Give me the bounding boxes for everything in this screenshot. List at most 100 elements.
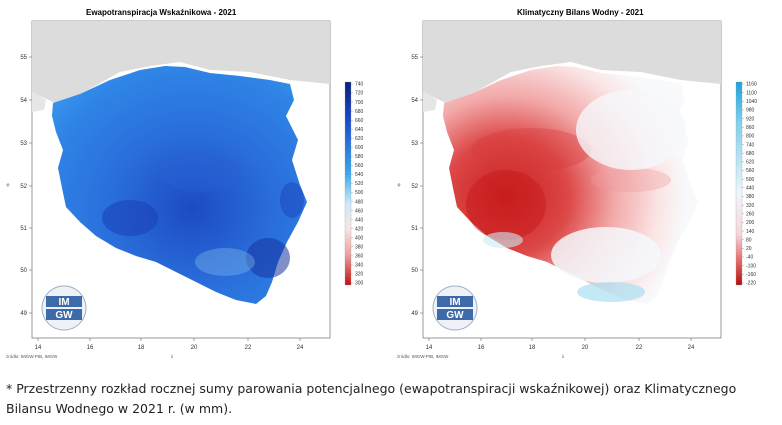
colorbar-tick-label: 640: [355, 127, 364, 133]
deficit-band-east: [591, 168, 671, 192]
high-et-region-west: [102, 200, 158, 236]
low-et-region-south: [195, 248, 255, 276]
x-axis: 14 16 18 20 22 24 λ: [426, 338, 695, 359]
figure-caption: * Przestrzenny rozkład rocznej sumy paro…: [6, 381, 737, 416]
colorbar-tick-label: 520: [355, 181, 364, 187]
colorbar-tick-label: 480: [355, 199, 364, 205]
colorbar-tick-label: 560: [355, 163, 364, 169]
colorbar-tick-label: 560: [746, 168, 755, 174]
neighbour-land-west: [423, 92, 437, 112]
x-tick-label: 20: [582, 345, 589, 351]
y-tick-label: 55: [20, 55, 27, 61]
x-tick-label: 16: [478, 345, 485, 351]
y-tick-label: 54: [411, 98, 418, 104]
x-tick-label: 24: [688, 345, 695, 351]
y-tick-label: 52: [411, 184, 418, 190]
colorbar-tick-label: 720: [355, 91, 364, 97]
colorbar-tick-label: 620: [355, 136, 364, 142]
colorbar-tick-label: 440: [746, 186, 755, 192]
map-title: Klimatyczny Bilans Wodny - 2021: [517, 8, 644, 17]
logo-text: GW: [446, 310, 464, 321]
neighbour-land-north: [32, 21, 330, 103]
colorbar-tick-label: 360: [355, 254, 364, 260]
colorbar-tick-label: 380: [355, 245, 364, 251]
colorbar-tick-label: 460: [355, 208, 364, 214]
colorbar-tick-label: 1040: [746, 99, 757, 105]
evapotranspiration-map: 14 16 18 20 22 24 λ 55 54 53 52 51 50 49…: [6, 20, 364, 359]
water-balance-map-panel: Klimatyczny Bilans Wodny - 2021: [391, 0, 782, 360]
y-tick-label: 55: [411, 55, 418, 61]
logo-text: IM: [58, 297, 69, 308]
y-tick-label: 49: [20, 311, 27, 317]
x-tick-label: 16: [87, 345, 94, 351]
colorbar-tick-label: 920: [746, 116, 755, 122]
colorbar-tick-label: 420: [355, 226, 364, 232]
x-tick-label: 14: [426, 345, 433, 351]
logo-text: IM: [449, 297, 460, 308]
x-tick-label: 18: [138, 345, 145, 351]
y-tick-label: 51: [411, 226, 418, 232]
y-tick-label: 50: [20, 268, 27, 274]
high-et-region-east: [280, 182, 304, 218]
colorbar-tick-label: 200: [746, 220, 755, 226]
colorbar: 740 720 700 680 660 640 620 600 580 560 540 520 500 4…: [344, 82, 364, 287]
colorbar-tick-labels: 740 720 700 680 660 640 620 600 580 560 540 520 500 4…: [351, 82, 364, 287]
colorbar-tick-label: 500: [355, 190, 364, 196]
imgw-logo: IM GW: [41, 285, 87, 331]
colorbar-tick-label: 740: [355, 82, 364, 88]
x-axis: 14 16 18 20 22 24 λ: [35, 338, 304, 359]
x-axis-label: λ: [171, 354, 174, 359]
colorbar: 1160 1100 1040 980 920 860 800 740 680 620 560 500 4…: [735, 82, 757, 287]
map-title: Ewapotranspiracja Wskaźnikowa - 2021: [86, 8, 237, 17]
deficit-region-west: [466, 170, 546, 240]
colorbar-tick-label: 700: [355, 100, 364, 106]
x-tick-label: 14: [35, 345, 42, 351]
colorbar-tick-label: 1100: [746, 90, 757, 96]
x-tick-label: 20: [191, 345, 198, 351]
neighbour-land-north: [423, 21, 721, 103]
colorbar-tick-label: 320: [746, 203, 755, 209]
imgw-logo: IM GW: [432, 285, 478, 331]
x-tick-label: 24: [297, 345, 304, 351]
evapotranspiration-map-panel: Ewapotranspiracja Wskaźnikowa - 2021: [0, 0, 391, 360]
colorbar-tick-label: 320: [355, 272, 364, 278]
colorbar-tick-label: -220: [746, 281, 756, 287]
colorbar-tick-label: 1160: [746, 82, 757, 88]
y-tick-label: 53: [20, 141, 27, 147]
colorbar-tick-label: 800: [746, 134, 755, 140]
colorbar-tick-label: 500: [746, 177, 755, 183]
colorbar-tick-label: 380: [746, 194, 755, 200]
colorbar-tick-label: 680: [746, 151, 755, 157]
colorbar-tick-label: 660: [355, 118, 364, 124]
colorbar-tick-label: 740: [746, 142, 755, 148]
neighbour-land-west: [32, 92, 46, 112]
y-axis: 55 54 53 52 51 50 49 φ: [7, 55, 32, 317]
x-tick-label: 22: [245, 345, 252, 351]
colorbar-tick-label: 580: [355, 154, 364, 160]
colorbar-tick-label: 20: [746, 246, 752, 252]
colorbar-tick-label: 620: [746, 160, 755, 166]
colorbar-tick-label: 680: [355, 109, 364, 115]
y-tick-label: 53: [411, 141, 418, 147]
poland-evapotranspiration-field: [52, 66, 307, 304]
y-axis-label: φ: [7, 182, 10, 187]
colorbar-tick-labels: 1160 1100 1040 980 920 860 800 740 680 620 560 500 4…: [742, 82, 757, 287]
colorbar-tick-label: 860: [746, 125, 755, 131]
colorbar-tick-label: -160: [746, 272, 756, 278]
y-tick-label: 54: [20, 98, 27, 104]
colorbar-tick-label: -40: [746, 255, 753, 261]
neutral-region-south: [551, 227, 661, 283]
y-axis-label: φ: [398, 182, 401, 187]
colorbar-tick-label: 440: [355, 217, 364, 223]
source-note: żródło: IMGW-PIB, IMGW: [397, 354, 449, 359]
source-note: żródło: IMGW-PIB, IMGW: [6, 354, 58, 359]
colorbar-tick-label: -100: [746, 263, 756, 269]
y-tick-label: 51: [20, 226, 27, 232]
y-tick-label: 49: [411, 311, 418, 317]
colorbar-tick-label: 600: [355, 145, 364, 151]
high-et-region-southeast: [246, 238, 290, 278]
colorbar-tick-label: 80: [746, 237, 752, 243]
x-axis-label: λ: [562, 354, 565, 359]
y-tick-label: 50: [411, 268, 418, 274]
colorbar-tick-label: 140: [746, 229, 755, 235]
